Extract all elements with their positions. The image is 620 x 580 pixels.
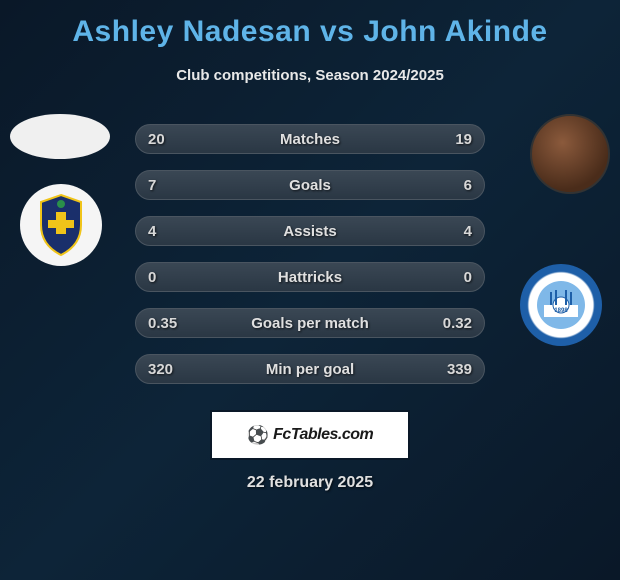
stat-right-value: 0.32 [432,315,472,332]
club-crest-left [20,184,102,266]
stat-right-value: 4 [432,223,472,240]
brand-text: FcTables.com [273,426,373,444]
page-title: Ashley Nadesan vs John Akinde [72,15,547,49]
stat-row-goals-per-match: 0.35 Goals per match 0.32 [135,308,485,338]
stat-label: Min per goal [266,361,354,378]
club-crest-right: 1898 [520,264,602,346]
stat-row-assists: 4 Assists 4 [135,216,485,246]
main-area: 1898 20 Matches 19 7 Goals 6 4 Assists 4… [0,114,620,580]
comparison-card: Ashley Nadesan vs John Akinde Club compe… [0,0,620,580]
soccer-ball-icon: ⚽ [247,425,269,446]
date-label: 22 february 2025 [247,474,373,492]
brand-badge: ⚽ FcTables.com [210,410,410,460]
stat-right-value: 339 [432,361,472,378]
stat-left-value: 4 [148,223,188,240]
player-left-avatar [10,114,110,159]
stat-label: Goals per match [251,315,369,332]
player-right-avatar [530,114,610,194]
stat-left-value: 0 [148,269,188,286]
stat-row-goals: 7 Goals 6 [135,170,485,200]
stat-row-min-per-goal: 320 Min per goal 339 [135,354,485,384]
stat-right-value: 6 [432,177,472,194]
stat-row-matches: 20 Matches 19 [135,124,485,154]
stat-left-value: 0.35 [148,315,188,332]
stat-left-value: 7 [148,177,188,194]
stat-label: Goals [289,177,331,194]
shield-icon [26,190,96,260]
subtitle: Club competitions, Season 2024/2025 [176,67,444,84]
club-badge-icon: 1898 [526,270,596,340]
stat-label: Assists [283,223,336,240]
svg-text:1898: 1898 [554,308,568,314]
stat-label: Hattricks [278,269,342,286]
stats-list: 20 Matches 19 7 Goals 6 4 Assists 4 0 Ha… [135,124,485,384]
stat-left-value: 320 [148,361,188,378]
stat-right-value: 19 [432,131,472,148]
stat-left-value: 20 [148,131,188,148]
stat-row-hattricks: 0 Hattricks 0 [135,262,485,292]
stat-right-value: 0 [432,269,472,286]
stat-label: Matches [280,131,340,148]
